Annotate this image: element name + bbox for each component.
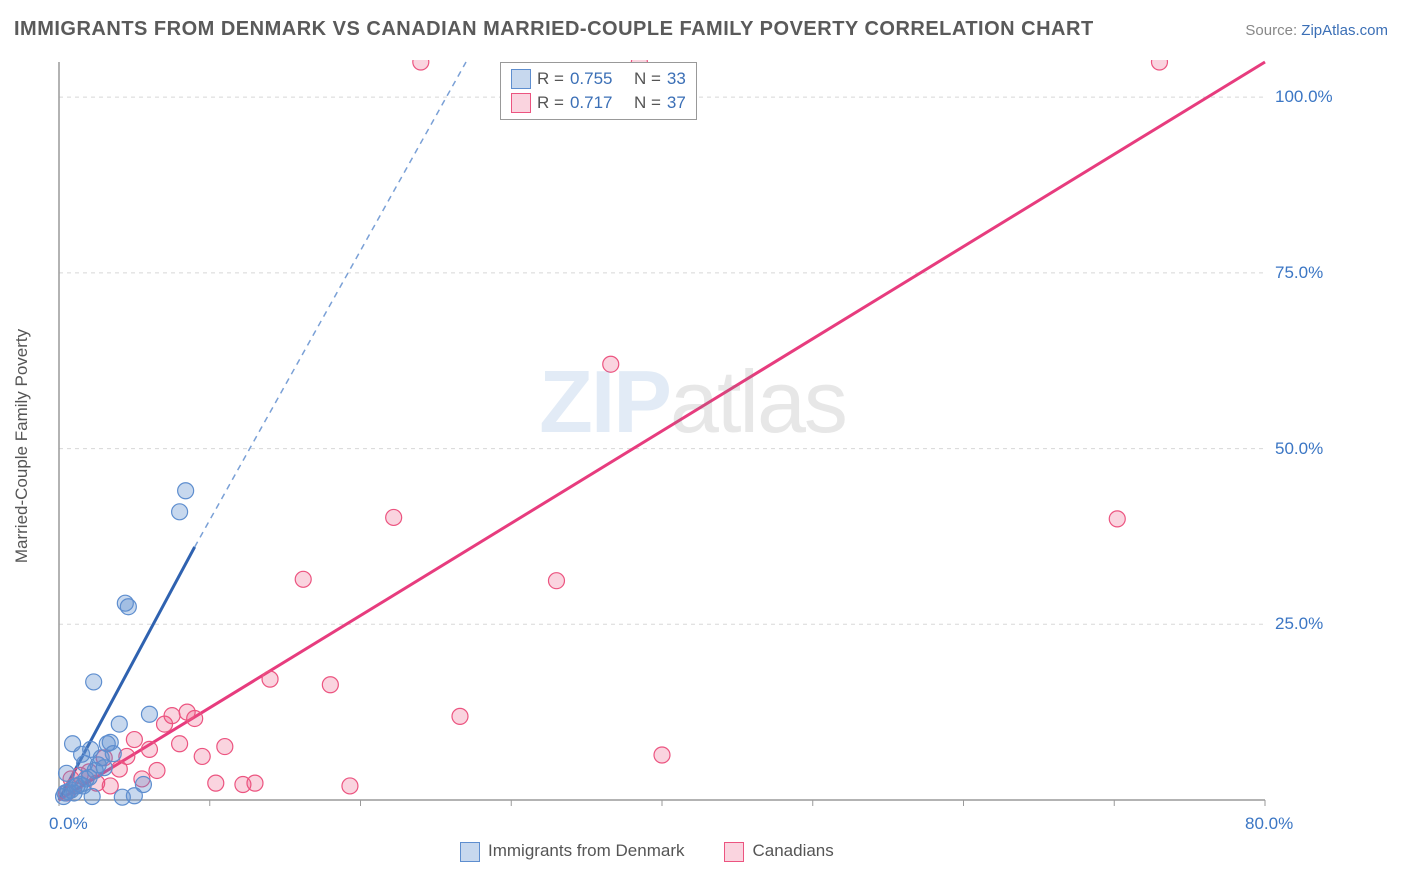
source-credit: Source: ZipAtlas.com <box>1245 22 1388 39</box>
y-tick-label: 75.0% <box>1275 263 1323 283</box>
legend-label-pink: Canadians <box>752 841 833 860</box>
legend-label-blue: Immigrants from Denmark <box>488 841 684 860</box>
chart-plot-area: ZIPatlas <box>55 60 1330 820</box>
legend-stats: R = 0.755 N = 33 R = 0.717 N = 37 <box>500 62 697 120</box>
legend-item: Immigrants from Denmark <box>460 841 684 862</box>
x-tick-label: 0.0% <box>49 814 88 834</box>
source-prefix: Source: <box>1245 22 1301 39</box>
n-label: N = <box>634 91 661 115</box>
legend-item: Canadians <box>724 841 833 862</box>
chart-svg <box>55 60 1330 820</box>
n-value-blue: 33 <box>667 67 686 91</box>
r-label: R = <box>537 67 564 91</box>
y-tick-label: 50.0% <box>1275 439 1323 459</box>
n-label: N = <box>634 67 661 91</box>
legend-swatch-pink <box>724 842 744 862</box>
x-tick-label: 80.0% <box>1245 814 1293 834</box>
y-axis-label: Married-Couple Family Poverty <box>12 329 32 563</box>
legend-stats-row: R = 0.755 N = 33 <box>511 67 686 91</box>
n-value-pink: 37 <box>667 91 686 115</box>
r-value-pink: 0.717 <box>570 91 613 115</box>
r-label: R = <box>537 91 564 115</box>
legend-swatch-blue <box>511 69 531 89</box>
y-tick-label: 100.0% <box>1275 87 1333 107</box>
legend-swatch-blue <box>460 842 480 862</box>
source-link[interactable]: ZipAtlas.com <box>1301 22 1388 39</box>
chart-title: IMMIGRANTS FROM DENMARK VS CANADIAN MARR… <box>14 18 1094 41</box>
legend-series: Immigrants from Denmark Canadians <box>460 841 834 862</box>
legend-swatch-pink <box>511 93 531 113</box>
y-tick-label: 25.0% <box>1275 614 1323 634</box>
r-value-blue: 0.755 <box>570 67 613 91</box>
legend-stats-row: R = 0.717 N = 37 <box>511 91 686 115</box>
